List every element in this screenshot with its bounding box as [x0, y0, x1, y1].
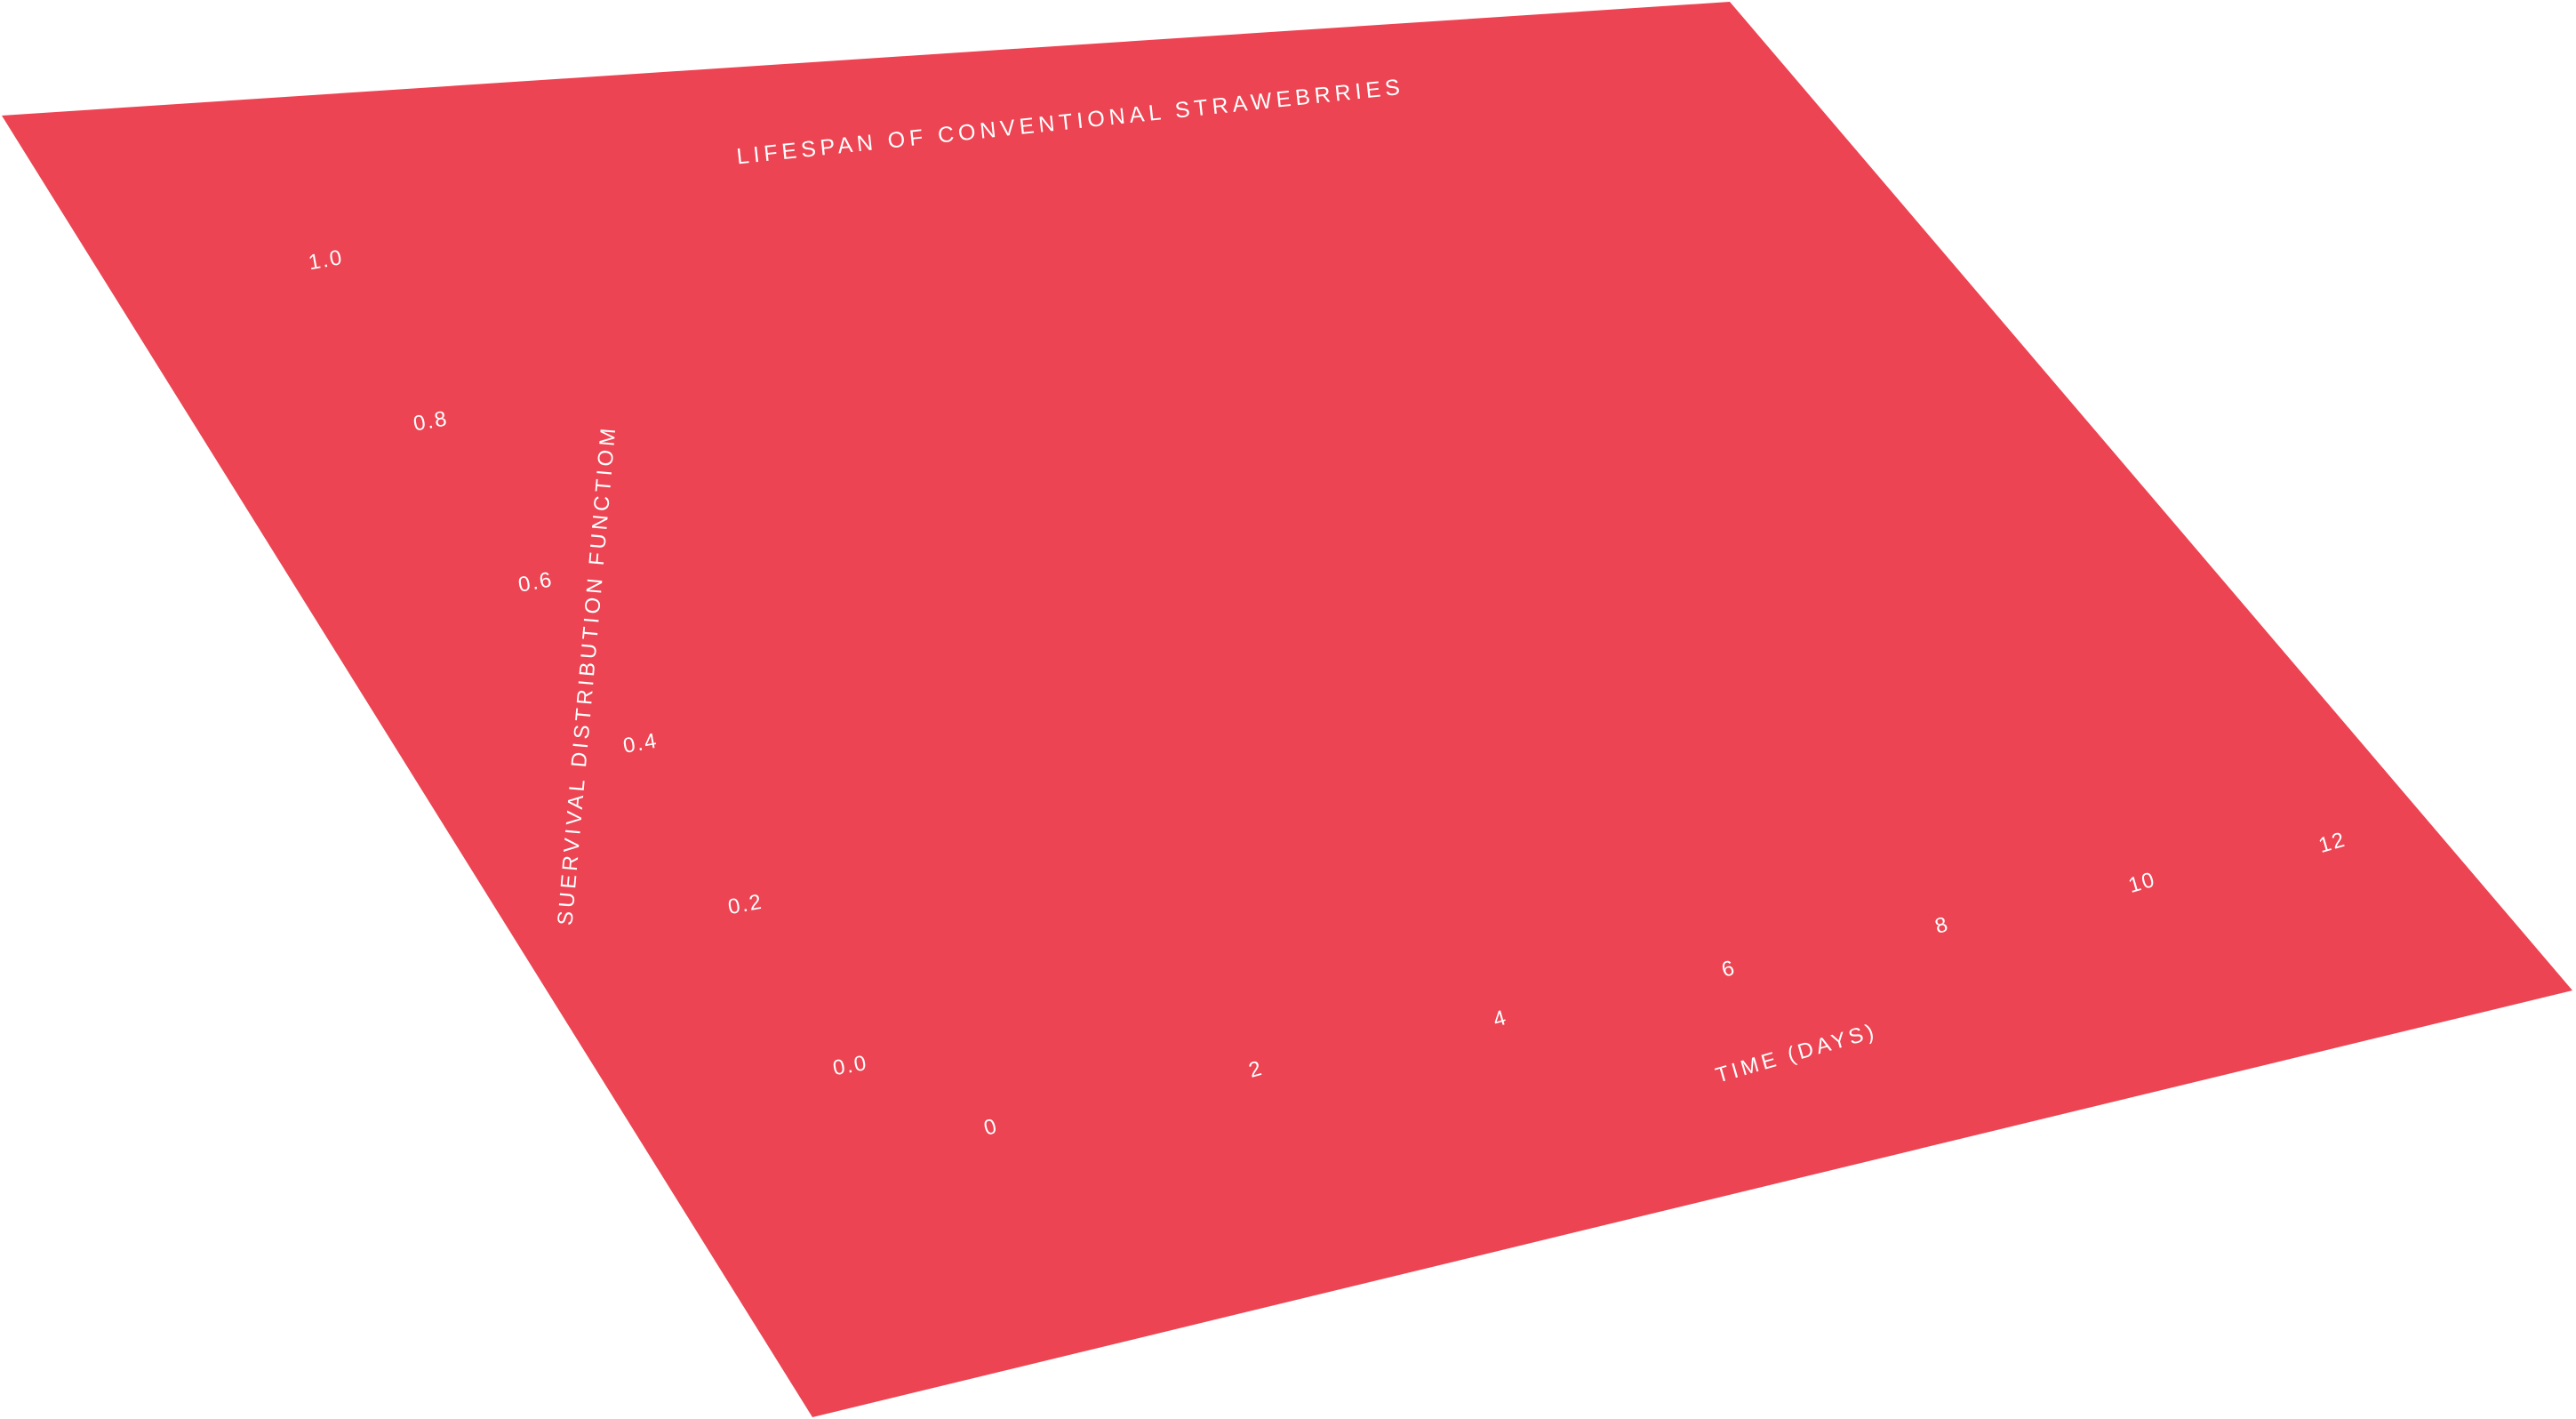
y-tick-label: 0.6 [516, 567, 555, 597]
x-tick-label: 6 [1719, 956, 1739, 982]
y-tick-label: 1.0 [307, 245, 345, 275]
x-tick-label: 0 [981, 1114, 1001, 1141]
y-tick-label: 0.0 [831, 1051, 869, 1080]
y-tick-label: 0.2 [726, 890, 764, 919]
y-tick-labels: 0.0 0.2 0.4 0.6 0.8 1.0 [307, 245, 869, 1080]
x-tick-label: 8 [1932, 912, 1952, 939]
x-tick-label: 4 [1491, 1006, 1510, 1032]
x-tick-label: 2 [1246, 1056, 1266, 1083]
y-tick-label: 0.4 [621, 729, 660, 758]
y-tick-label: 0.8 [412, 406, 450, 436]
